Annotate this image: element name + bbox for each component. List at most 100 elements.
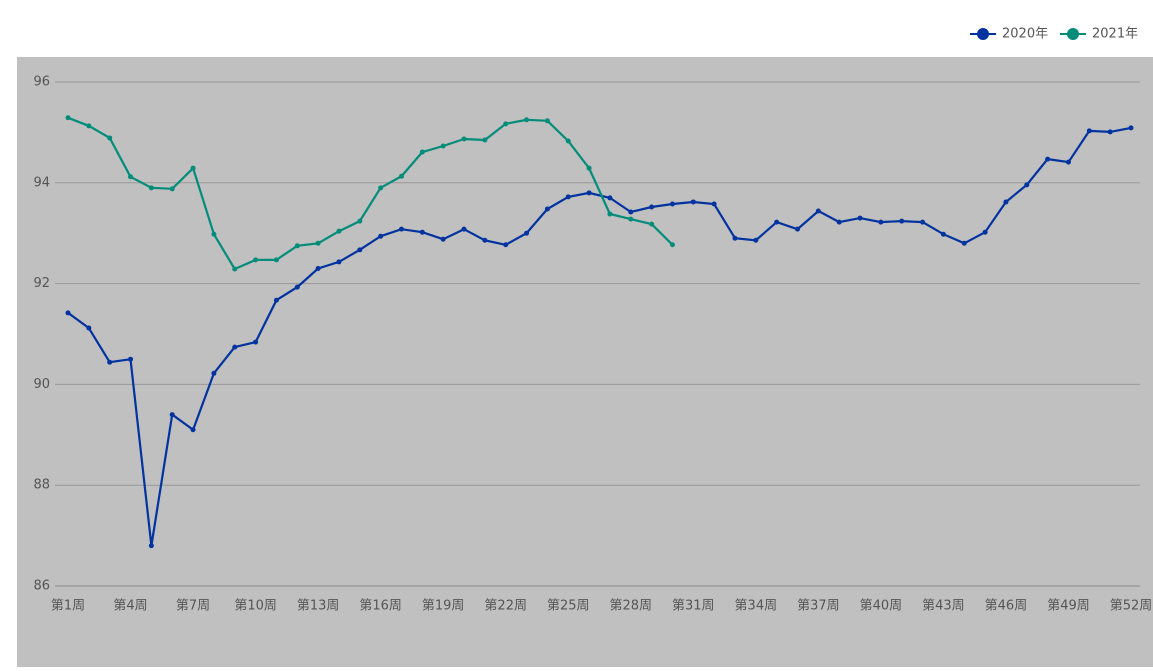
point	[1024, 182, 1030, 188]
x-tick-label: 第40周	[860, 599, 903, 614]
point	[544, 118, 550, 124]
legend-marker	[977, 28, 989, 40]
point	[711, 201, 717, 207]
legend-label: 2020年	[1002, 27, 1048, 42]
x-tick-label: 第10周	[234, 599, 277, 614]
point	[107, 359, 113, 365]
y-tick-label: 86	[33, 579, 50, 594]
legend-marker	[1067, 28, 1079, 40]
point	[315, 240, 321, 246]
point	[565, 138, 571, 144]
point	[607, 195, 613, 201]
x-tick-label: 第25周	[547, 599, 590, 614]
series-line	[67, 116, 674, 271]
point	[336, 228, 342, 234]
point	[398, 173, 404, 179]
point	[128, 174, 134, 180]
point	[961, 240, 967, 246]
point	[669, 242, 675, 248]
point	[669, 201, 675, 207]
y-tick-label: 96	[33, 75, 50, 90]
point	[1086, 128, 1092, 134]
point	[899, 218, 905, 224]
y-tick-label: 88	[33, 478, 50, 493]
x-tick-label: 第16周	[359, 599, 402, 614]
point	[461, 136, 467, 142]
legend-label: 2021年	[1092, 27, 1138, 42]
point	[836, 219, 842, 225]
point	[273, 257, 279, 263]
point	[628, 209, 634, 215]
point	[440, 236, 446, 242]
point	[690, 199, 696, 205]
point	[1128, 125, 1134, 131]
point	[294, 284, 300, 290]
point	[148, 543, 154, 549]
point	[1065, 159, 1071, 165]
point	[65, 310, 71, 316]
point	[1003, 199, 1009, 205]
x-tick-label: 第28周	[609, 599, 652, 614]
point	[795, 226, 801, 232]
point	[982, 229, 988, 235]
point	[503, 242, 509, 248]
point	[211, 370, 217, 376]
point	[419, 229, 425, 235]
point	[565, 194, 571, 200]
point	[774, 219, 780, 225]
point	[232, 344, 238, 350]
point	[253, 257, 259, 263]
point	[128, 356, 134, 362]
point	[1045, 156, 1051, 162]
x-tick-label: 第7周	[176, 599, 210, 614]
point	[148, 185, 154, 191]
point	[294, 243, 300, 249]
point	[86, 123, 92, 129]
point	[440, 143, 446, 149]
x-tick-label: 第34周	[735, 599, 778, 614]
point	[232, 266, 238, 272]
series-line	[67, 126, 1132, 546]
point	[169, 186, 175, 192]
point	[920, 219, 926, 225]
point	[419, 149, 425, 155]
point	[524, 117, 530, 123]
plot-background	[17, 57, 1153, 667]
point	[815, 208, 821, 214]
x-tick-label: 第22周	[484, 599, 527, 614]
point	[586, 165, 592, 171]
point	[503, 121, 509, 127]
point	[524, 230, 530, 236]
point	[378, 233, 384, 239]
x-tick-label: 第19周	[422, 599, 465, 614]
point	[357, 218, 363, 224]
point	[649, 221, 655, 227]
x-tick-label: 第13周	[297, 599, 340, 614]
point	[169, 412, 175, 418]
y-tick-label: 94	[33, 175, 50, 190]
x-tick-label: 第52周	[1110, 599, 1153, 614]
point	[482, 137, 488, 143]
point	[607, 211, 613, 217]
point	[461, 226, 467, 232]
point	[65, 115, 71, 121]
point	[211, 231, 217, 237]
y-tick-label: 92	[33, 276, 50, 291]
x-tick-label: 第43周	[922, 599, 965, 614]
x-tick-label: 第46周	[985, 599, 1028, 614]
point	[86, 325, 92, 331]
point	[857, 215, 863, 221]
point	[398, 226, 404, 232]
point	[378, 185, 384, 191]
point	[1107, 129, 1113, 135]
point	[357, 247, 363, 253]
point	[315, 265, 321, 271]
point	[190, 427, 196, 433]
point	[878, 219, 884, 225]
point	[482, 237, 488, 243]
point	[273, 297, 279, 303]
point	[190, 165, 196, 171]
x-tick-label: 第1周	[51, 599, 85, 614]
point	[649, 204, 655, 210]
